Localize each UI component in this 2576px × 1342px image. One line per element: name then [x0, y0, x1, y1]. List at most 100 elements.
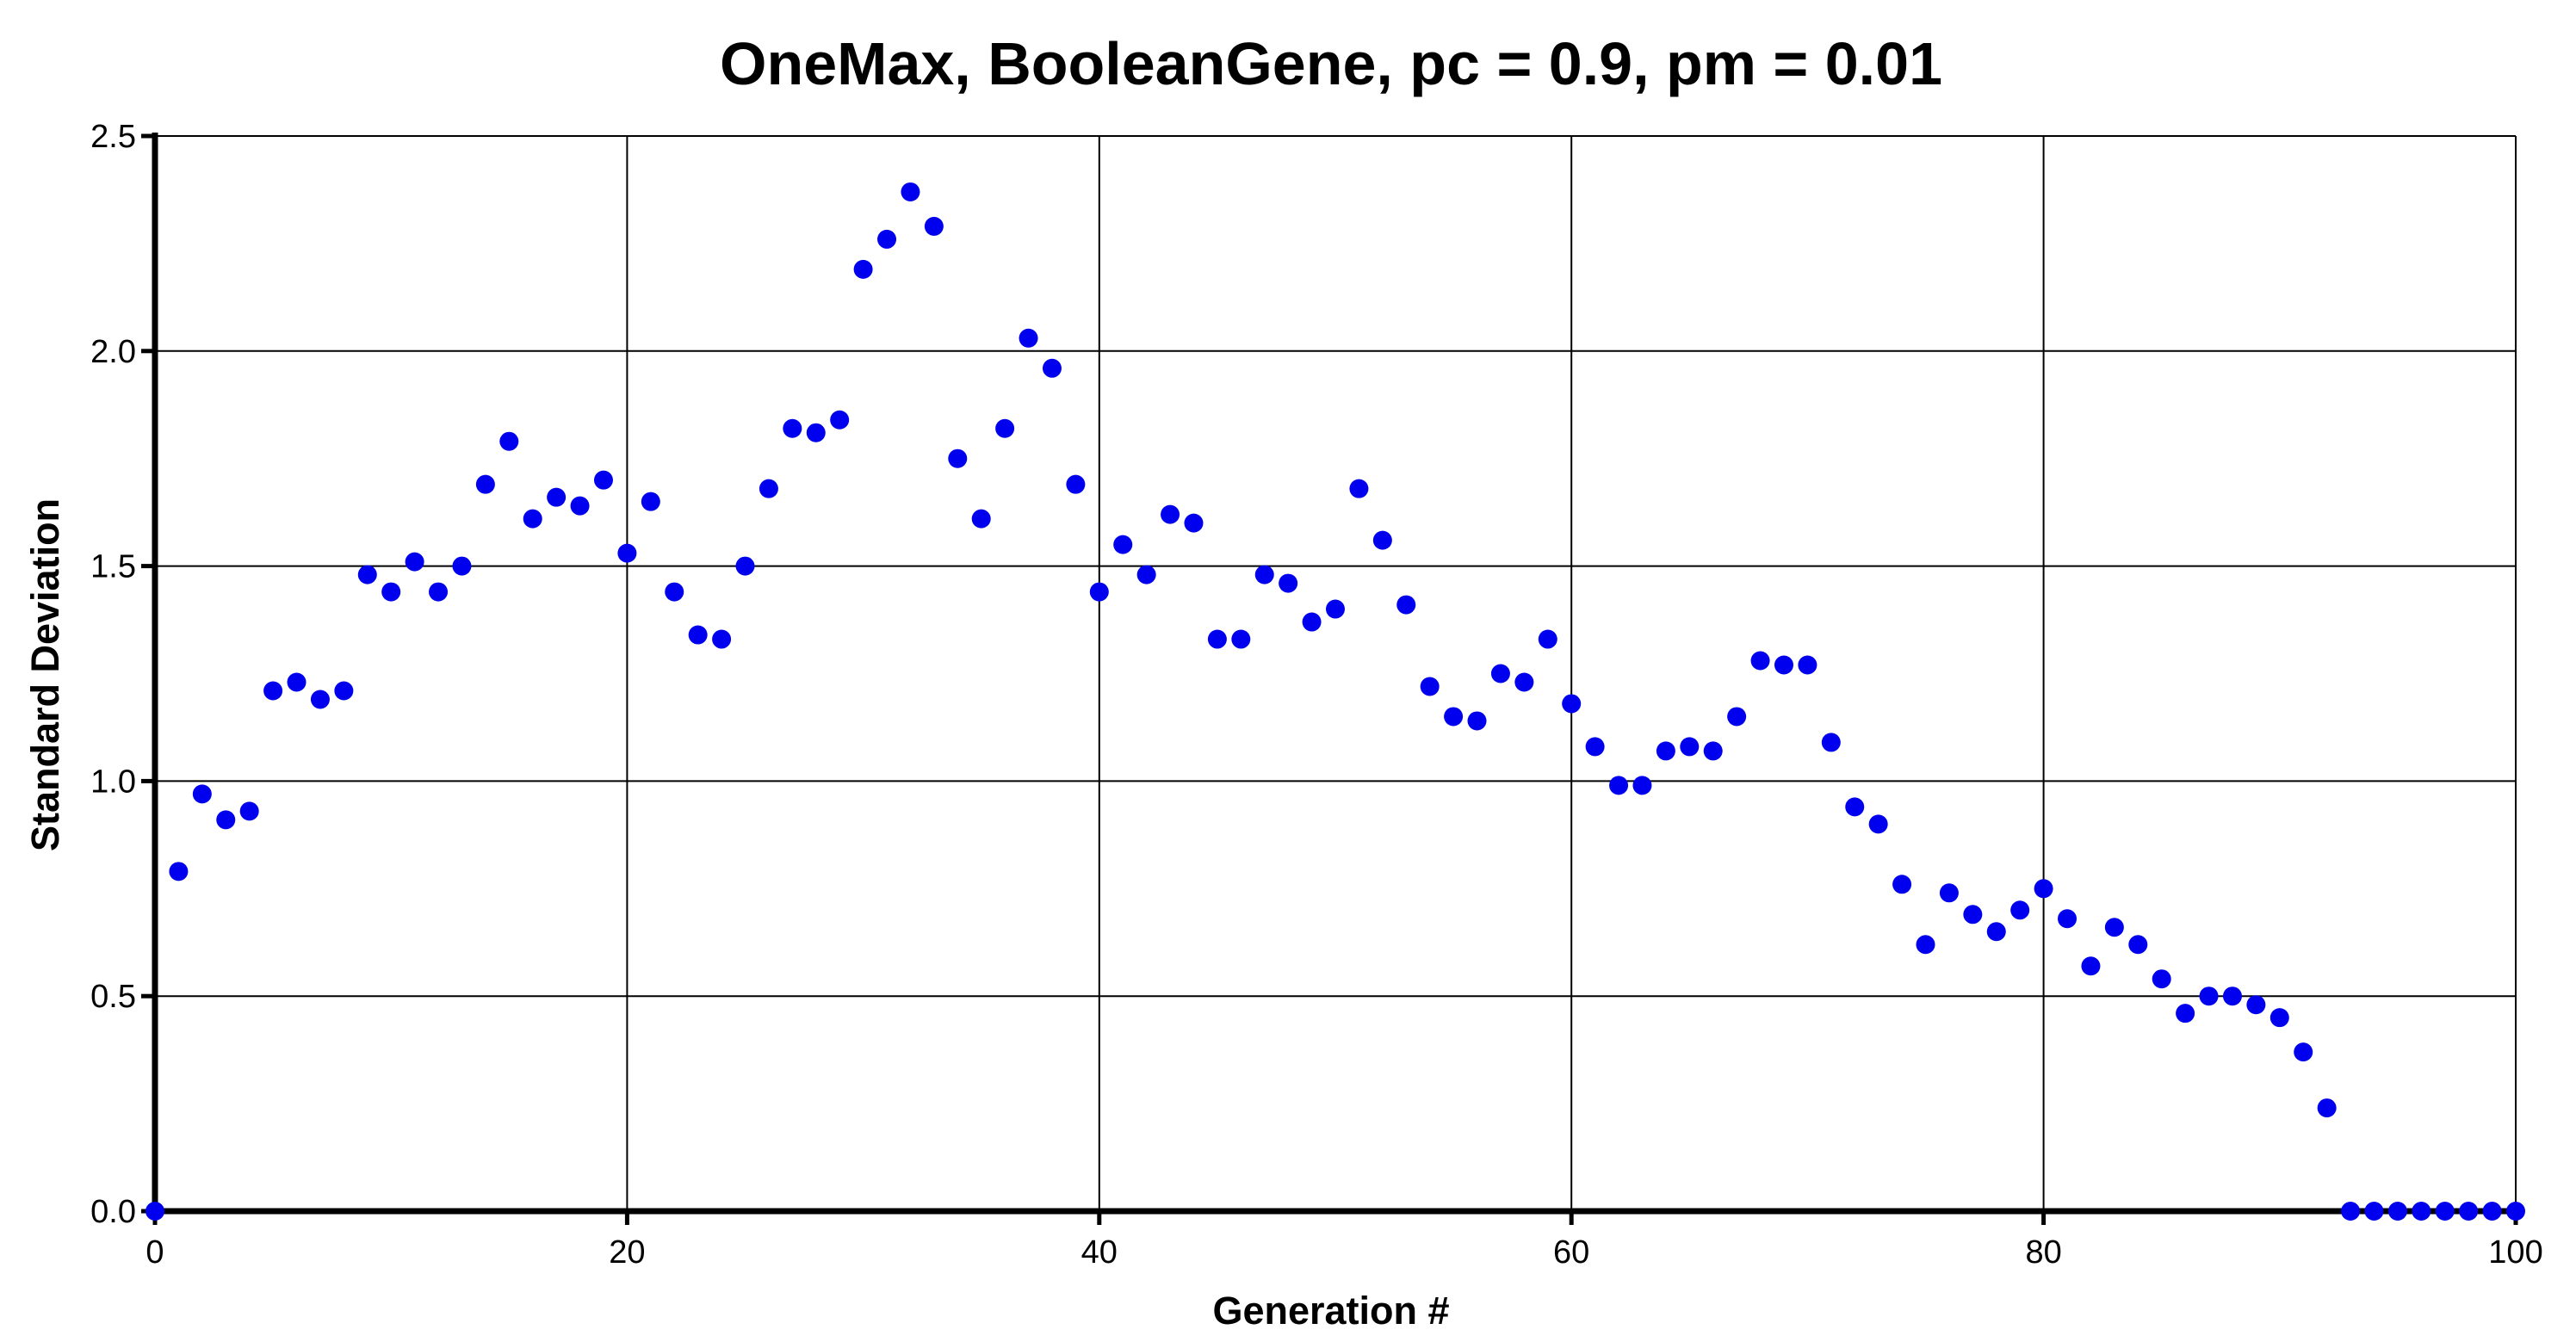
data-point	[1161, 504, 1180, 524]
data-point	[2104, 918, 2124, 937]
data-point	[2176, 1004, 2195, 1024]
data-point	[1372, 530, 1392, 550]
data-point	[216, 810, 236, 830]
data-point	[169, 862, 189, 881]
x-tick-label: 100	[2488, 1234, 2542, 1271]
data-point	[2317, 1098, 2337, 1118]
data-point	[2128, 935, 2148, 955]
data-point	[452, 556, 472, 576]
y-tick-label: 1.5	[90, 549, 136, 585]
data-point	[2034, 879, 2053, 899]
data-point	[475, 474, 495, 494]
data-point	[1821, 733, 1841, 752]
data-point	[263, 681, 283, 701]
x-tick-label: 60	[1553, 1234, 1589, 1271]
data-point	[1184, 513, 1204, 533]
y-tick-label: 1.0	[90, 764, 136, 800]
data-point	[735, 556, 755, 576]
data-point	[948, 448, 968, 468]
data-point	[759, 479, 778, 498]
data-point	[830, 410, 850, 430]
x-axis-title: Generation #	[1212, 1289, 1449, 1333]
data-point	[2435, 1202, 2455, 1221]
data-point	[2199, 986, 2219, 1006]
data-point	[783, 418, 802, 438]
x-tick-label: 80	[2025, 1234, 2061, 1271]
data-point	[192, 784, 212, 804]
data-point	[1845, 797, 1865, 817]
data-point	[310, 690, 330, 709]
data-point	[287, 672, 307, 692]
data-point	[1750, 651, 1770, 671]
data-point	[877, 229, 897, 249]
data-point	[2058, 909, 2078, 929]
axes	[141, 133, 2518, 1225]
data-point	[1868, 814, 1888, 834]
data-point	[995, 418, 1015, 438]
data-point	[1136, 565, 1156, 584]
data-point	[593, 470, 613, 490]
data-point	[2246, 995, 2266, 1015]
data-point	[1632, 776, 1652, 795]
data-point	[2222, 986, 2242, 1006]
data-point	[2341, 1202, 2361, 1221]
data-point	[1089, 582, 1109, 602]
data-point	[1420, 677, 1440, 696]
data-point	[1916, 935, 1935, 955]
data-point	[688, 625, 708, 645]
y-tick-label: 2.5	[90, 119, 136, 155]
data-point	[1113, 535, 1133, 554]
data-point	[1703, 741, 1723, 761]
data-point	[1207, 629, 1227, 649]
data-point	[712, 629, 732, 649]
data-point	[665, 582, 684, 602]
data-point	[2459, 1202, 2479, 1221]
data-point	[1609, 776, 1629, 795]
data-point	[1986, 922, 2006, 942]
x-tick-label: 40	[1081, 1234, 1118, 1271]
data-point	[1254, 565, 1274, 584]
data-point	[1798, 655, 1817, 675]
data-point	[2364, 1202, 2384, 1221]
data-point	[971, 509, 991, 529]
data-point	[499, 431, 519, 451]
tick-labels: 0.0 0.5 1.0 1.5 2.0 2.5 0 20 40 60 80 100	[90, 119, 2543, 1271]
data-point	[1349, 479, 1369, 498]
data-point	[523, 509, 542, 529]
data-point	[1727, 707, 1747, 727]
data-point	[1042, 358, 1062, 378]
data-point	[2412, 1202, 2431, 1221]
data-point	[1066, 474, 1086, 494]
data-point	[1562, 694, 1582, 714]
data-point	[1538, 629, 1557, 649]
data-point	[1939, 883, 1959, 903]
data-point	[2269, 1008, 2289, 1028]
data-point	[2506, 1202, 2525, 1221]
y-axis-title: Standard Deviation	[23, 498, 67, 851]
data-point	[1680, 737, 1700, 757]
data-point	[334, 681, 354, 701]
data-point	[1585, 737, 1605, 757]
data-point	[1963, 905, 1983, 925]
data-point	[1514, 672, 1534, 692]
chart-title: OneMax, BooleanGene, pc = 0.9, pm = 0.01	[720, 30, 1942, 97]
data-point	[853, 259, 873, 279]
data-point	[1396, 595, 1416, 615]
data-point	[2387, 1202, 2407, 1221]
data-point	[381, 582, 401, 602]
data-points	[146, 182, 2525, 1221]
grid-lines	[155, 135, 2517, 1211]
data-point	[570, 496, 590, 516]
data-point	[405, 552, 424, 572]
data-point	[1467, 711, 1487, 731]
data-point	[357, 565, 377, 584]
data-point	[806, 423, 826, 442]
data-point	[1019, 328, 1038, 348]
data-point	[2010, 900, 2030, 920]
data-point	[641, 492, 660, 511]
data-point	[1444, 707, 1464, 727]
data-point	[2482, 1202, 2502, 1221]
data-point	[1892, 875, 1912, 894]
data-point	[2294, 1042, 2313, 1062]
x-tick-label: 20	[609, 1234, 645, 1271]
